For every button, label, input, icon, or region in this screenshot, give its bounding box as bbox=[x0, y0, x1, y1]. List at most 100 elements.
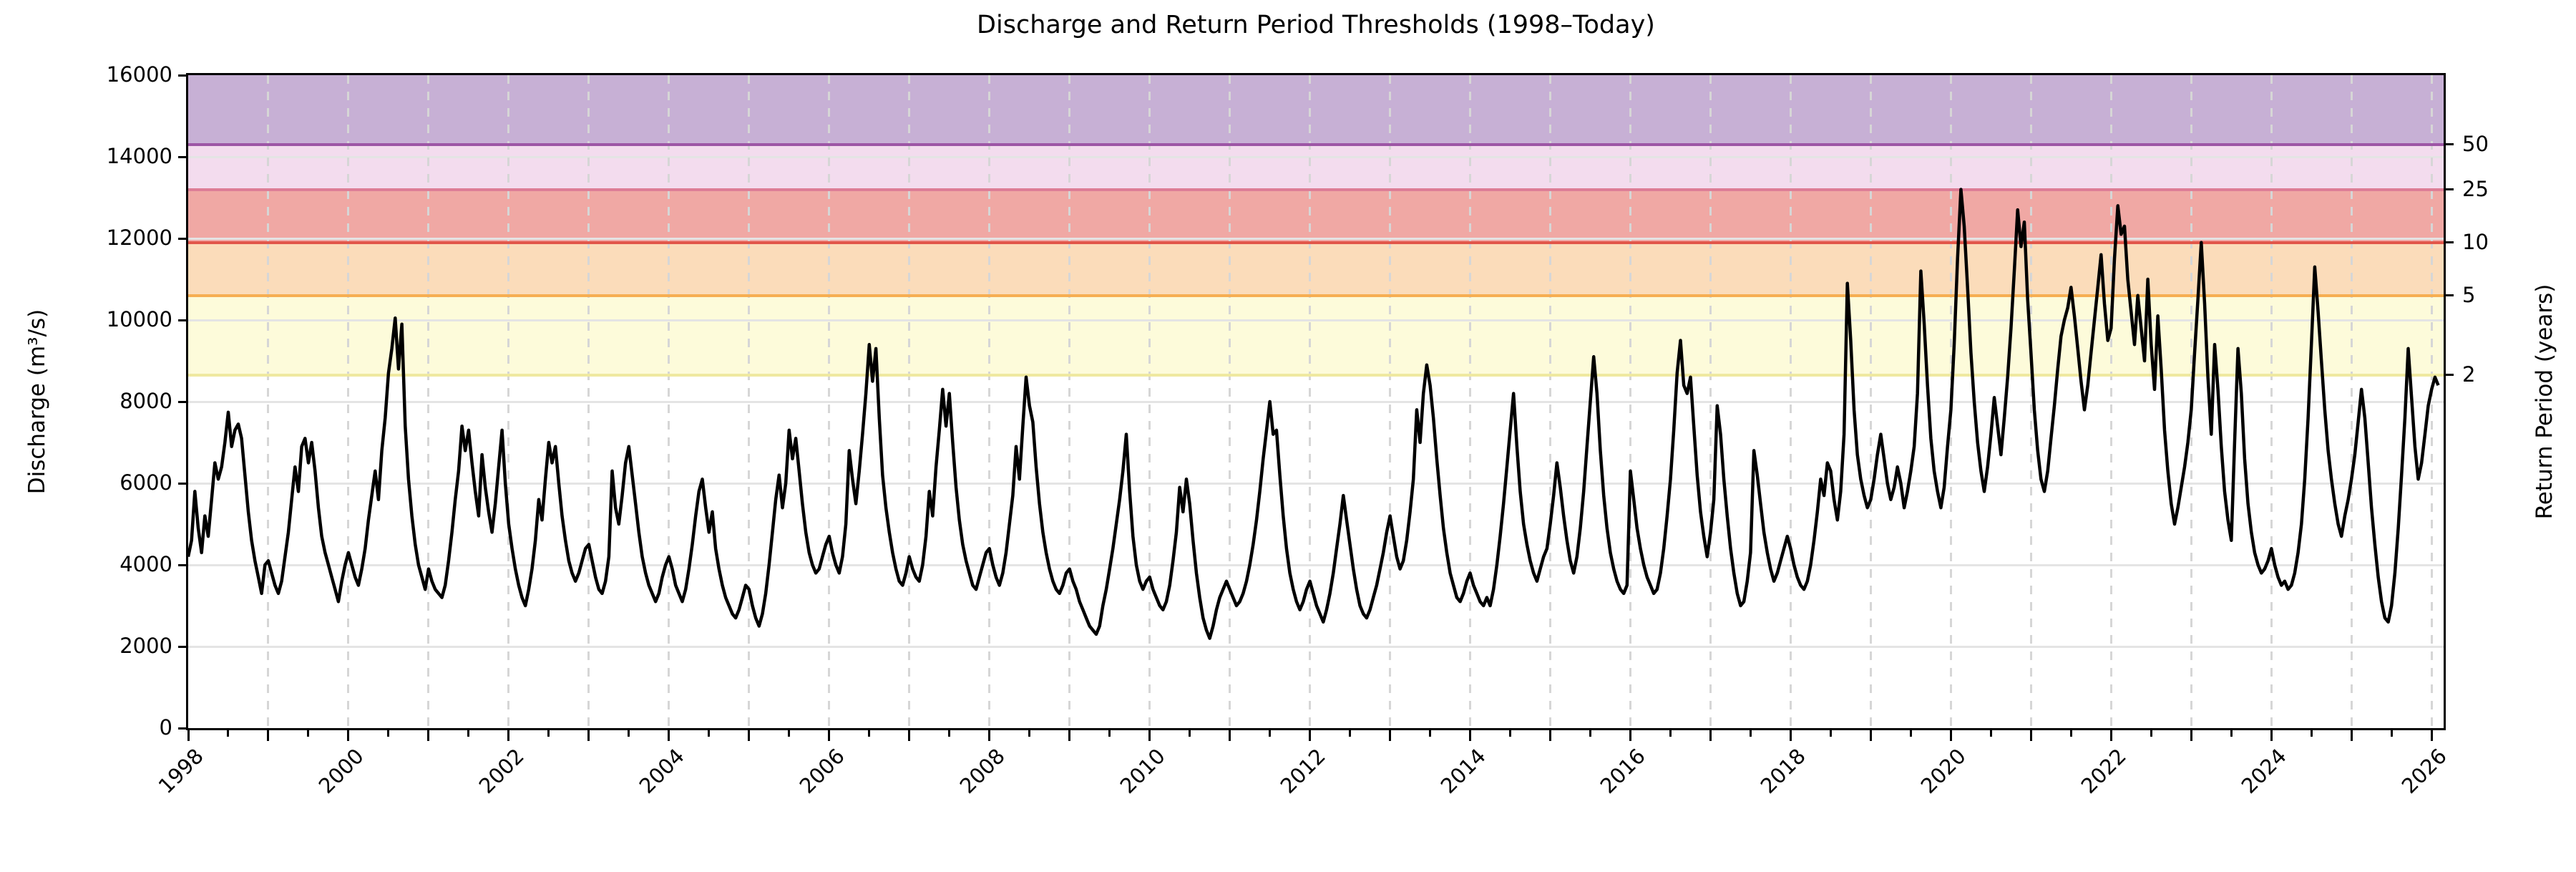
x-tick-major bbox=[1949, 730, 1952, 741]
y-gridline bbox=[188, 563, 2444, 566]
x-tick-minor bbox=[227, 730, 230, 737]
x-tick-major bbox=[1229, 730, 1231, 741]
x-gridline bbox=[2109, 75, 2112, 728]
y-tick-mark bbox=[178, 400, 188, 403]
x-tick-label: 2016 bbox=[1596, 743, 1651, 799]
x-tick-major bbox=[2109, 730, 2112, 741]
right-tick-mark-50-year bbox=[2444, 143, 2454, 146]
x-tick-label: 2008 bbox=[955, 743, 1010, 799]
right-tick-label-25-year: 25 bbox=[2462, 176, 2489, 201]
discharge-line-svg bbox=[188, 188, 2440, 640]
right-tick-mark-10-year bbox=[2444, 241, 2454, 244]
y-tick-mark bbox=[178, 319, 188, 321]
x-tick-minor bbox=[2150, 730, 2152, 737]
x-gridline bbox=[2350, 75, 2353, 728]
x-tick-minor bbox=[1028, 730, 1031, 737]
y-tick-label: 16000 bbox=[106, 62, 172, 87]
x-tick-minor bbox=[948, 730, 951, 737]
x-tick-label: 2012 bbox=[1275, 743, 1330, 799]
x-tick-major bbox=[1789, 730, 1792, 741]
x-tick-minor bbox=[2390, 730, 2393, 737]
x-tick-major bbox=[1148, 730, 1151, 741]
x-tick-major bbox=[1869, 730, 1872, 741]
right-tick-mark-25-year bbox=[2444, 188, 2454, 191]
threshold-band-5-year bbox=[188, 242, 2444, 296]
plot-border bbox=[186, 73, 2446, 730]
right-axis-label: Return Period (years) bbox=[2532, 284, 2557, 520]
y-tick-label: 8000 bbox=[119, 389, 172, 413]
threshold-band-50-year bbox=[188, 75, 2444, 145]
x-tick-major bbox=[187, 730, 190, 741]
y-tick-mark bbox=[178, 563, 188, 566]
y-tick-label: 4000 bbox=[119, 552, 172, 576]
right-tick-mark-5-year bbox=[2444, 294, 2454, 297]
x-tick-minor bbox=[547, 730, 550, 737]
y-tick-label: 2000 bbox=[119, 634, 172, 658]
threshold-line-50-year bbox=[188, 142, 2444, 146]
x-tick-label: 1998 bbox=[153, 743, 208, 799]
x-tick-major bbox=[668, 730, 670, 741]
x-gridline bbox=[1068, 75, 1071, 728]
x-tick-major bbox=[267, 730, 270, 741]
x-gridline bbox=[1148, 75, 1151, 728]
x-tick-major bbox=[748, 730, 751, 741]
x-tick-major bbox=[828, 730, 831, 741]
threshold-line-5-year bbox=[188, 294, 2444, 297]
x-tick-label: 2004 bbox=[634, 743, 689, 799]
y-gridline bbox=[188, 155, 2444, 158]
x-gridline bbox=[587, 75, 590, 728]
x-gridline bbox=[2270, 75, 2273, 728]
x-tick-major bbox=[1709, 730, 1712, 741]
x-tick-minor bbox=[868, 730, 871, 737]
x-tick-major bbox=[1309, 730, 1312, 741]
discharge-line bbox=[188, 188, 2440, 640]
x-gridline bbox=[427, 75, 430, 728]
x-tick-major bbox=[1629, 730, 1631, 741]
y-tick-label: 10000 bbox=[106, 307, 172, 331]
x-gridline bbox=[1469, 75, 1472, 728]
x-tick-minor bbox=[467, 730, 470, 737]
y-gridline bbox=[188, 645, 2444, 648]
x-tick-label: 2020 bbox=[1916, 743, 1971, 799]
x-gridline bbox=[988, 75, 991, 728]
x-gridline bbox=[1389, 75, 1392, 728]
x-tick-major bbox=[2430, 730, 2433, 741]
x-tick-major bbox=[347, 730, 350, 741]
y-tick-label: 6000 bbox=[119, 470, 172, 495]
x-tick-minor bbox=[1909, 730, 1912, 737]
threshold-line-2-year bbox=[188, 373, 2444, 377]
x-tick-minor bbox=[788, 730, 791, 737]
right-tick-label-10-year: 10 bbox=[2462, 229, 2489, 254]
x-tick-major bbox=[2029, 730, 2032, 741]
y-gridline bbox=[188, 400, 2444, 403]
threshold-line-25-year bbox=[188, 188, 2444, 191]
x-gridline bbox=[1229, 75, 1231, 728]
x-tick-label: 2024 bbox=[2236, 743, 2292, 799]
x-tick-major bbox=[587, 730, 590, 741]
x-gridline bbox=[267, 75, 270, 728]
x-gridline bbox=[1789, 75, 1792, 728]
y-tick-mark bbox=[178, 237, 188, 240]
x-gridline bbox=[1549, 75, 1552, 728]
y-tick-mark bbox=[178, 482, 188, 485]
right-tick-label-50-year: 50 bbox=[2462, 131, 2489, 156]
x-tick-minor bbox=[1509, 730, 1512, 737]
chart-title: Discharge and Return Period Thresholds (… bbox=[977, 11, 1655, 39]
threshold-band-10-year bbox=[188, 189, 2444, 243]
x-tick-label: 2006 bbox=[794, 743, 849, 799]
x-tick-major bbox=[507, 730, 510, 741]
x-tick-label: 2014 bbox=[1435, 743, 1491, 799]
x-tick-minor bbox=[1669, 730, 1672, 737]
x-tick-minor bbox=[2069, 730, 2072, 737]
x-tick-minor bbox=[708, 730, 711, 737]
x-gridline bbox=[1709, 75, 1712, 728]
y-axis-label: Discharge (m³/s) bbox=[24, 309, 50, 495]
x-tick-minor bbox=[307, 730, 310, 737]
x-gridline bbox=[2029, 75, 2032, 728]
x-tick-label: 2018 bbox=[1756, 743, 1811, 799]
x-tick-major bbox=[427, 730, 430, 741]
x-gridline bbox=[1869, 75, 1872, 728]
x-gridline bbox=[908, 75, 911, 728]
x-tick-major bbox=[2190, 730, 2192, 741]
